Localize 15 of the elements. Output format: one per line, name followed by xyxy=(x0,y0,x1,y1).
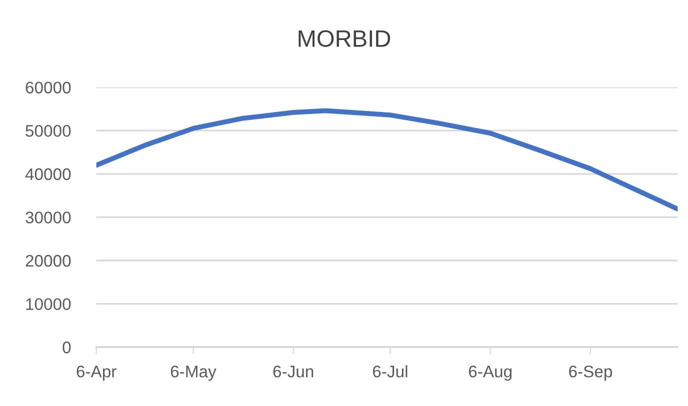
x-tick-label: 6-May xyxy=(170,366,216,381)
y-tick-label: 50000 xyxy=(26,125,71,137)
x-tick-label: 6-Apr xyxy=(76,366,116,381)
y-tick-label: 40000 xyxy=(25,168,71,180)
chart-title: MORBID xyxy=(298,30,390,47)
line-series xyxy=(96,108,678,212)
x-tick-label: 6-Sep xyxy=(569,366,612,381)
x-tick-label: 6-Jun xyxy=(273,366,314,378)
y-tick-label: 30000 xyxy=(26,212,71,224)
y-tick-label: 60000 xyxy=(26,82,71,94)
y-tick-label: 20000 xyxy=(26,254,71,267)
x-tick-label: 6-Aug xyxy=(468,366,512,381)
y-tick-label: 10000 xyxy=(26,298,71,310)
x-tick-label: 6-Jul xyxy=(373,365,408,378)
y-tick-label: 0 xyxy=(62,342,71,354)
